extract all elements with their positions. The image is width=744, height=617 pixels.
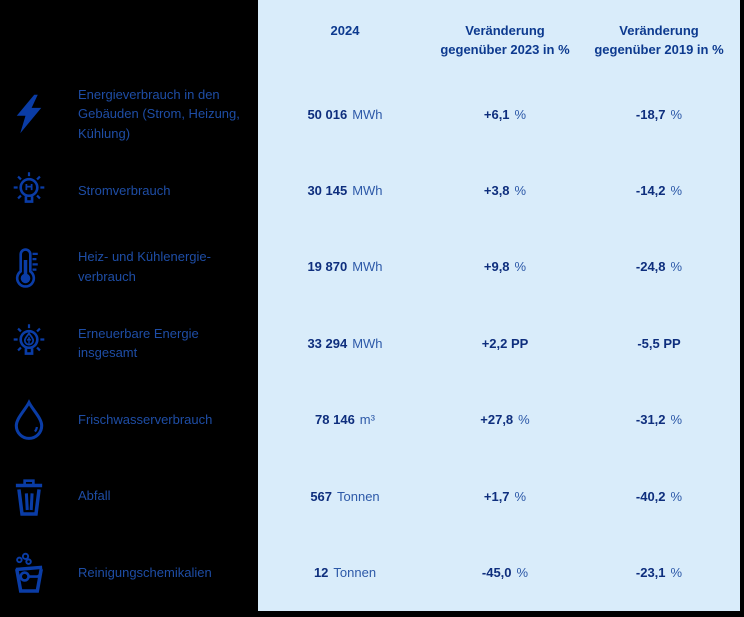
- lightning-icon: [0, 76, 58, 152]
- lightbulb-icon: [0, 152, 58, 228]
- row-label-reinigungschemikalien: Reinigungschemikalien: [78, 564, 212, 580]
- cleaning-bucket-icon: [0, 534, 58, 610]
- row-label-heiz-kuehlenergie: Heiz- und Kühlenergie- verbrauch: [78, 249, 211, 284]
- value-2024: 33 294 MWh: [307, 335, 383, 351]
- value-change-2023: +9,8%: [483, 259, 527, 275]
- value-change-2019: -23,1%: [635, 565, 683, 581]
- value-change-2019: -40,2%: [635, 488, 683, 504]
- header-spacer: [0, 0, 58, 76]
- value-change-2023: +27,8%: [480, 412, 530, 428]
- value-change-2019: -5,5 PP: [637, 335, 681, 351]
- eco-bulb-icon: [0, 305, 58, 381]
- value-change-2023: -45,0%: [481, 565, 529, 581]
- value-change-2019: -31,2%: [635, 412, 683, 428]
- value-2024: 567 Tonnen: [310, 488, 380, 504]
- row-label-erneuerbare-energie: Erneuerbare Energie insgesamt: [78, 325, 199, 361]
- row-label-energieverbrauch: Energieverbrauch in den Gebäuden (Strom,…: [78, 86, 240, 141]
- row-label-stromverbrauch: Stromverbrauch: [78, 182, 171, 198]
- column-header-2024: 2024: [330, 23, 360, 38]
- value-change-2019: -18,7%: [635, 106, 683, 122]
- value-change-2023: +1,7%: [483, 488, 527, 504]
- table-background-panel: [258, 0, 740, 611]
- header-spacer: [58, 0, 258, 76]
- value-2024: 12 Tonnen: [313, 565, 377, 581]
- value-change-2019: -14,2%: [635, 183, 683, 199]
- value-change-2023: +3,8%: [483, 183, 527, 199]
- value-2024: 78 146 m³: [315, 412, 375, 428]
- row-label-abfall: Abfall: [78, 488, 111, 504]
- column-header-change-2019: Veränderung gegenüber 2019 in %: [594, 23, 724, 57]
- column-header-change-2023: Veränderung gegenüber 2023 in %: [440, 23, 570, 57]
- value-change-2023: +2,2 PP: [481, 335, 529, 351]
- value-change-2023: +6,1%: [483, 106, 527, 122]
- value-2024: 19 870 MWh: [307, 259, 383, 275]
- row-label-frischwasser: Frischwasserverbrauch: [78, 412, 213, 427]
- value-change-2019: -24,8%: [635, 259, 683, 275]
- trash-icon: [0, 458, 58, 534]
- value-2024: 50 016 MWh: [307, 106, 383, 122]
- thermometer-icon: [0, 229, 58, 305]
- water-drop-icon: [0, 382, 58, 458]
- value-2024: 30 145 MWh: [307, 183, 383, 199]
